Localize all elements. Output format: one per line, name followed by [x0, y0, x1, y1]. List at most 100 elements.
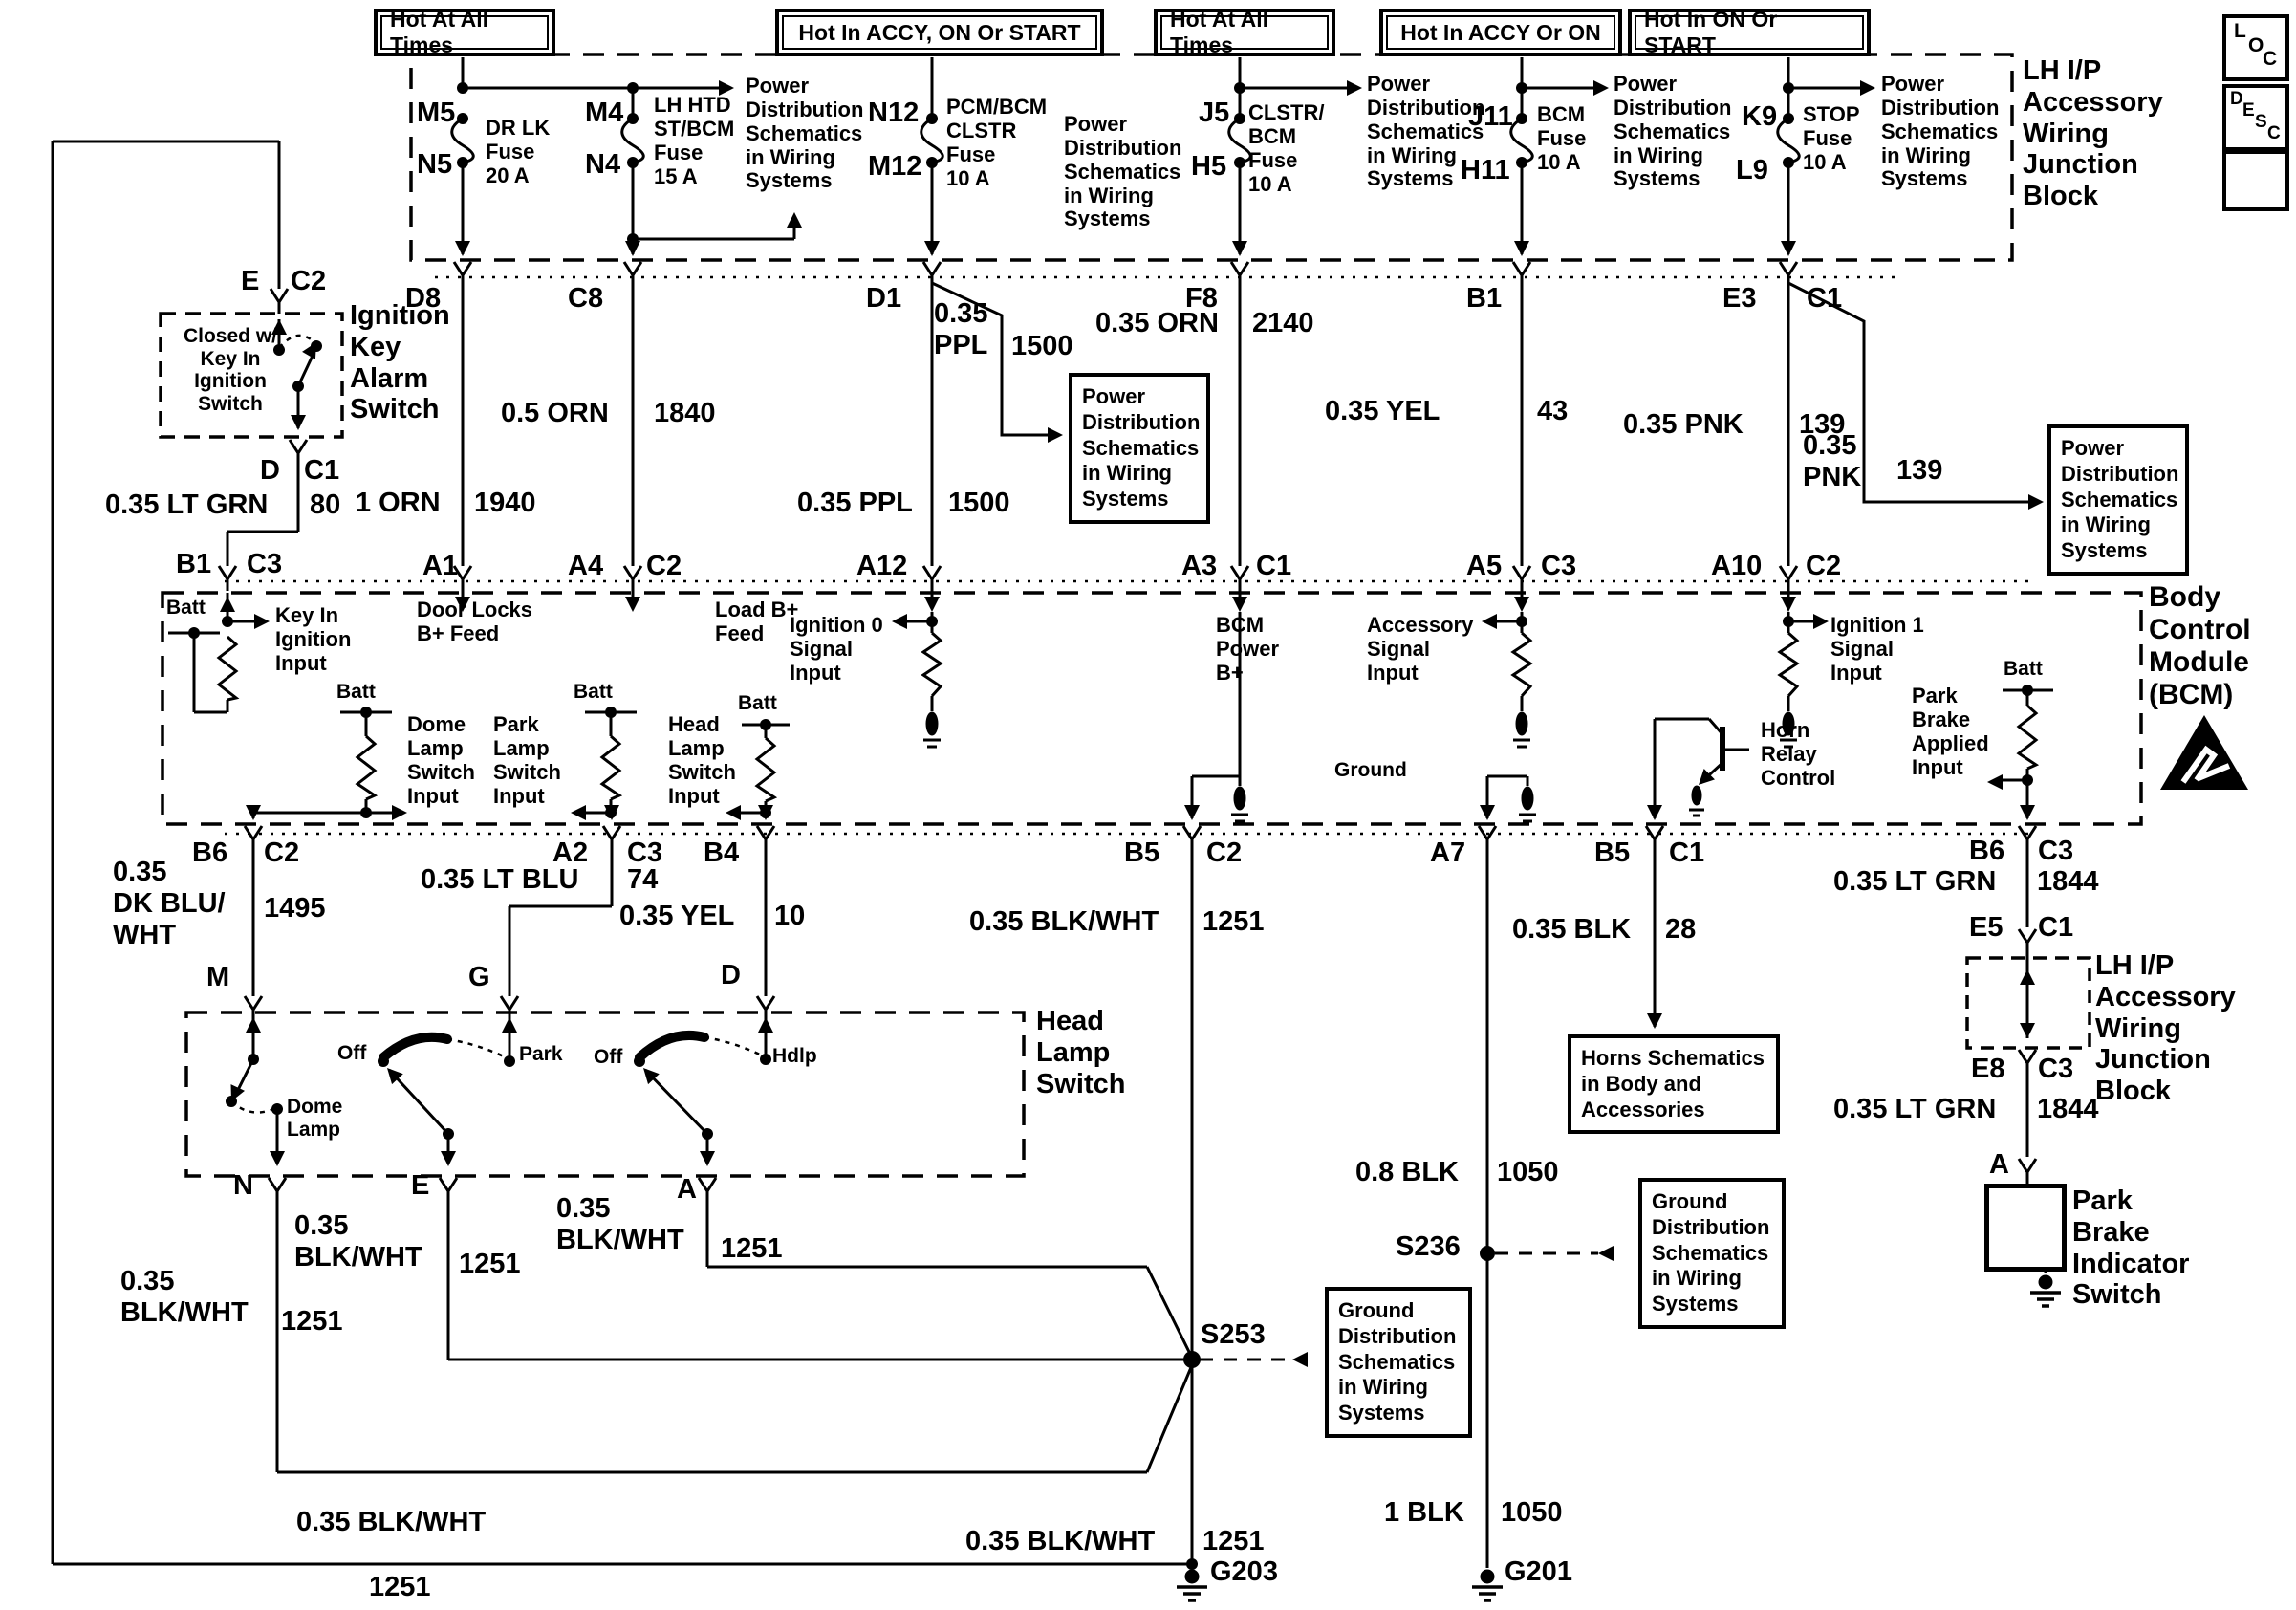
horn-relay-control-label: Horn Relay Control [1761, 718, 1836, 790]
flow-arrows [220, 80, 2044, 1367]
header-hot-at-all-times-1: Hot At All Times [380, 7, 549, 57]
loc-letter: L [2234, 20, 2246, 42]
loc-letter: O [2248, 34, 2264, 56]
fuse-bcm-symbol [1509, 117, 1534, 164]
pin-e: E [241, 266, 260, 296]
power-dist-box-text: Power Distribution Schematics in Wiring … [2061, 436, 2179, 563]
pin-a5: A5 [1466, 551, 1503, 581]
wire-g203-gauge: 0.35 BLK/WHT [965, 1526, 1156, 1556]
park-label: Park [519, 1043, 563, 1065]
resistor-accessory [1510, 631, 1533, 698]
fuse1-pin-top: M5 [417, 98, 456, 128]
pin-e3: E3 [1722, 283, 1757, 314]
pin-a1: A1 [422, 551, 459, 581]
pin-d1: D1 [866, 283, 902, 314]
fuse6-pin-top: K9 [1742, 101, 1778, 132]
fuse-lh-htd-symbol [620, 117, 645, 164]
pin-b5-c2: C2 [1206, 838, 1243, 868]
park-lamp-input-label: Park Lamp Switch Input [493, 712, 561, 808]
ground-dist-box-s236: Ground Distribution Schematics in Wiring… [1638, 1178, 1786, 1330]
wire-ltgrn-1844b-gauge: 0.35 LT GRN [1833, 1094, 1997, 1124]
ign-key-alarm-switch-label: Ignition Key Alarm Switch [350, 300, 450, 425]
next-page-arrow-box [2222, 150, 2289, 211]
fuse1-pin-bottom: N5 [417, 149, 453, 180]
wire-dkblu-circuit: 1495 [264, 893, 326, 924]
splice-s236-dot [1480, 1246, 1495, 1261]
wire-e-circuit: 1251 [459, 1249, 521, 1279]
desc-box: D E S C [2222, 84, 2289, 151]
wire-pnk-branch-circuit: 139 [1896, 455, 1943, 486]
rotary-switch-arcs [379, 1030, 709, 1062]
ground-label: Ground [1334, 759, 1407, 781]
park-brake-switch-box [1984, 1184, 2067, 1272]
fuse2-pin-top: M4 [585, 98, 624, 128]
fuse5-pin-bottom: H11 [1461, 155, 1510, 185]
junction-block2-outline [1965, 956, 2091, 1050]
wire-blkwht-b5-circuit: 1251 [1202, 906, 1265, 937]
fuse2-name: LH HTD ST/BCM Fuse 15 A [654, 93, 735, 188]
fuse3-pin-bottom: M12 [868, 151, 922, 182]
wire-ppl-circuit: 1500 [948, 488, 1010, 518]
pin-c1-conn: C1 [304, 455, 340, 486]
wire-blk28-gauge: 0.35 BLK [1512, 914, 1632, 945]
pin-d-hls: D [721, 960, 741, 990]
header-hot-in-accy-on-or-start: Hot In ACCY, ON Or START [782, 15, 1097, 50]
wire-08blk-gauge: 0.8 BLK [1355, 1157, 1459, 1187]
wire-long-gauge: 0.35 BLK/WHT [296, 1507, 487, 1537]
batt-label-park: Batt [574, 681, 613, 703]
splice-reference-leads [1200, 1251, 1598, 1361]
fuse5-pin-top: J11 [1468, 101, 1513, 132]
pin-a4-c2: C2 [646, 551, 682, 581]
head-lamp-input-label: Head Lamp Switch Input [668, 712, 736, 808]
pin-a10-c2: C2 [1806, 551, 1842, 581]
resistor-park-brake [2016, 704, 2040, 771]
ground-g201-label: G201 [1505, 1556, 1572, 1587]
ground-g203-label: G203 [1210, 1556, 1278, 1587]
pin-m: M [206, 962, 230, 992]
head-lamp-switch-label: Head Lamp Switch [1036, 1006, 1126, 1099]
desc-letter: E [2242, 100, 2255, 120]
pin-b1: B1 [1466, 283, 1503, 314]
wire-ppl-branch-circuit: 1500 [1011, 331, 1073, 361]
loc-letter: C [2263, 48, 2278, 70]
connector-row-dotted-lines [225, 275, 2034, 836]
resistor-dome [355, 734, 379, 801]
wire-ltgrn-80-gauge: 0.35 LT GRN [105, 490, 269, 520]
pin-a-hls: A [677, 1174, 697, 1205]
wire-1orn-circuit: 1940 [474, 488, 536, 518]
junction-dots [188, 82, 2051, 1570]
hdlp-rotary-arc [635, 1030, 709, 1062]
wire-ltgrn-1844-circuit: 1844 [2037, 866, 2099, 897]
wire-pnk-gauge: 0.35 PNK [1623, 409, 1744, 440]
splice-s253-label: S253 [1201, 1319, 1266, 1350]
esd-sensitive-icon [2160, 715, 2248, 790]
pin-a7: A7 [1430, 838, 1466, 868]
bcm-name-label: Body Control Module (BCM) [2149, 581, 2251, 710]
header-hot-in-on-or-start: Hot In ON Or START [1635, 7, 1864, 57]
pin-b5-c1: C1 [1669, 838, 1705, 868]
wire-1orn-gauge: 1 ORN [356, 488, 441, 518]
dome-lamp-contact-label: Dome Lamp [287, 1096, 343, 1141]
resistor-key-in [216, 635, 240, 702]
ignition-key-alarm-switch-outline [159, 312, 344, 439]
ignition0-input-label: Ignition 0 Signal Input [790, 613, 883, 685]
fuse-pcm-bcm-clstr-symbol [920, 117, 944, 164]
fuse4-pin-top: J5 [1199, 98, 1230, 128]
off-label-park-rotary: Off [337, 1042, 367, 1064]
splice-s236-label: S236 [1396, 1231, 1461, 1262]
pin-b4: B4 [704, 838, 740, 868]
wire-n-circuit: 1251 [281, 1306, 343, 1337]
pin-g: G [468, 962, 490, 992]
wire-ltblu-gauge: 0.35 LT BLU [421, 864, 579, 895]
header-label: Hot At All Times [390, 7, 489, 57]
head-lamp-switch-outline [184, 1011, 1026, 1178]
ignition1-input-label: Ignition 1 Signal Input [1830, 613, 1924, 685]
bcm-power-b-label: BCM Power B+ [1216, 613, 1280, 685]
desc-letter: C [2267, 123, 2281, 143]
wire-blk28-circuit: 28 [1665, 914, 1697, 945]
resistor-ign0 [921, 631, 943, 698]
wire-blkwht-b5-gauge: 0.35 BLK/WHT [969, 906, 1159, 937]
power-dist-ref-5: Power Distribution Schematics in Wiring … [1881, 72, 2000, 191]
dome-lamp-input-label: Dome Lamp Switch Input [407, 712, 475, 808]
fuse4-pin-bottom: H5 [1191, 151, 1227, 182]
